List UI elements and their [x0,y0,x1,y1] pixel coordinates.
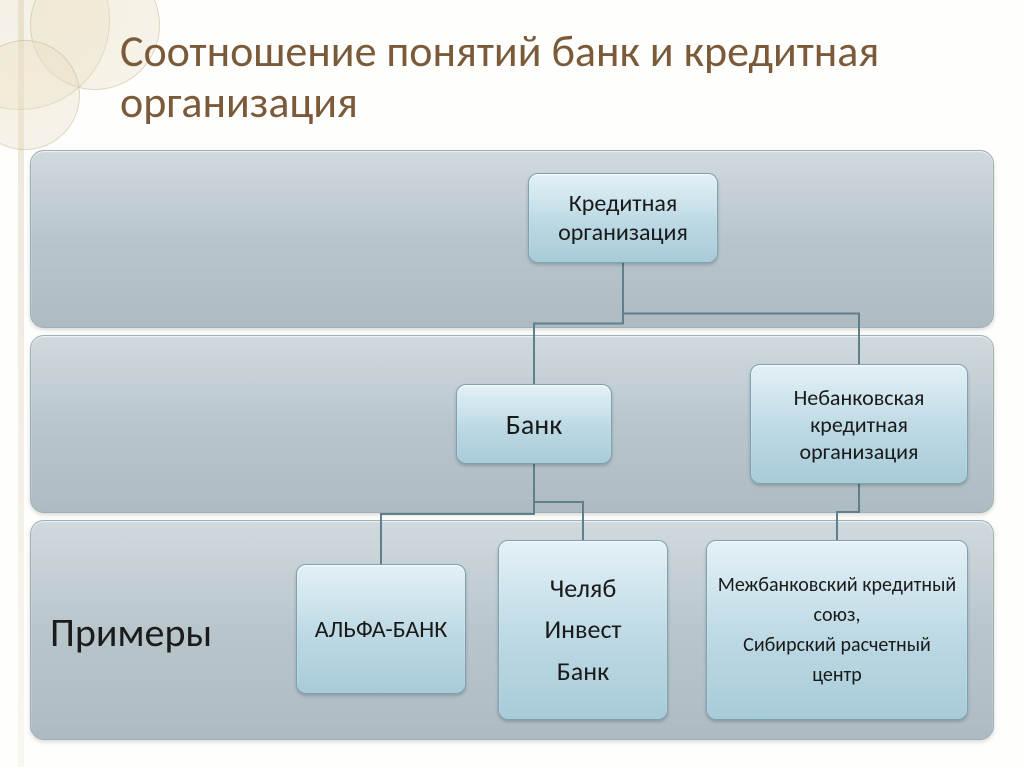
node-inter: Межбанковский кредитный союз,Сибирский р… [706,540,968,720]
node-label: Банк [506,407,562,442]
node-label: ЧелябИнвестБанк [544,568,621,693]
node-alfa: АЛЬФА-БАНК [296,564,466,694]
slide-title: Соотношение понятий банк и кредитная орг… [120,26,1024,127]
node-label: Кредитная организация [539,189,707,247]
panel-1 [30,150,994,328]
node-label: Небанковская кредитная организация [761,384,957,465]
row-label-examples: Примеры [50,608,212,657]
node-root: Кредитная организация [528,173,718,263]
node-label: Межбанковский кредитный союз,Сибирский р… [717,570,957,690]
node-bank: Банк [456,384,612,464]
node-chelyab: ЧелябИнвестБанк [498,540,668,720]
node-label: АЛЬФА-БАНК [315,615,448,644]
node-nonbank: Небанковская кредитная организация [750,364,968,484]
